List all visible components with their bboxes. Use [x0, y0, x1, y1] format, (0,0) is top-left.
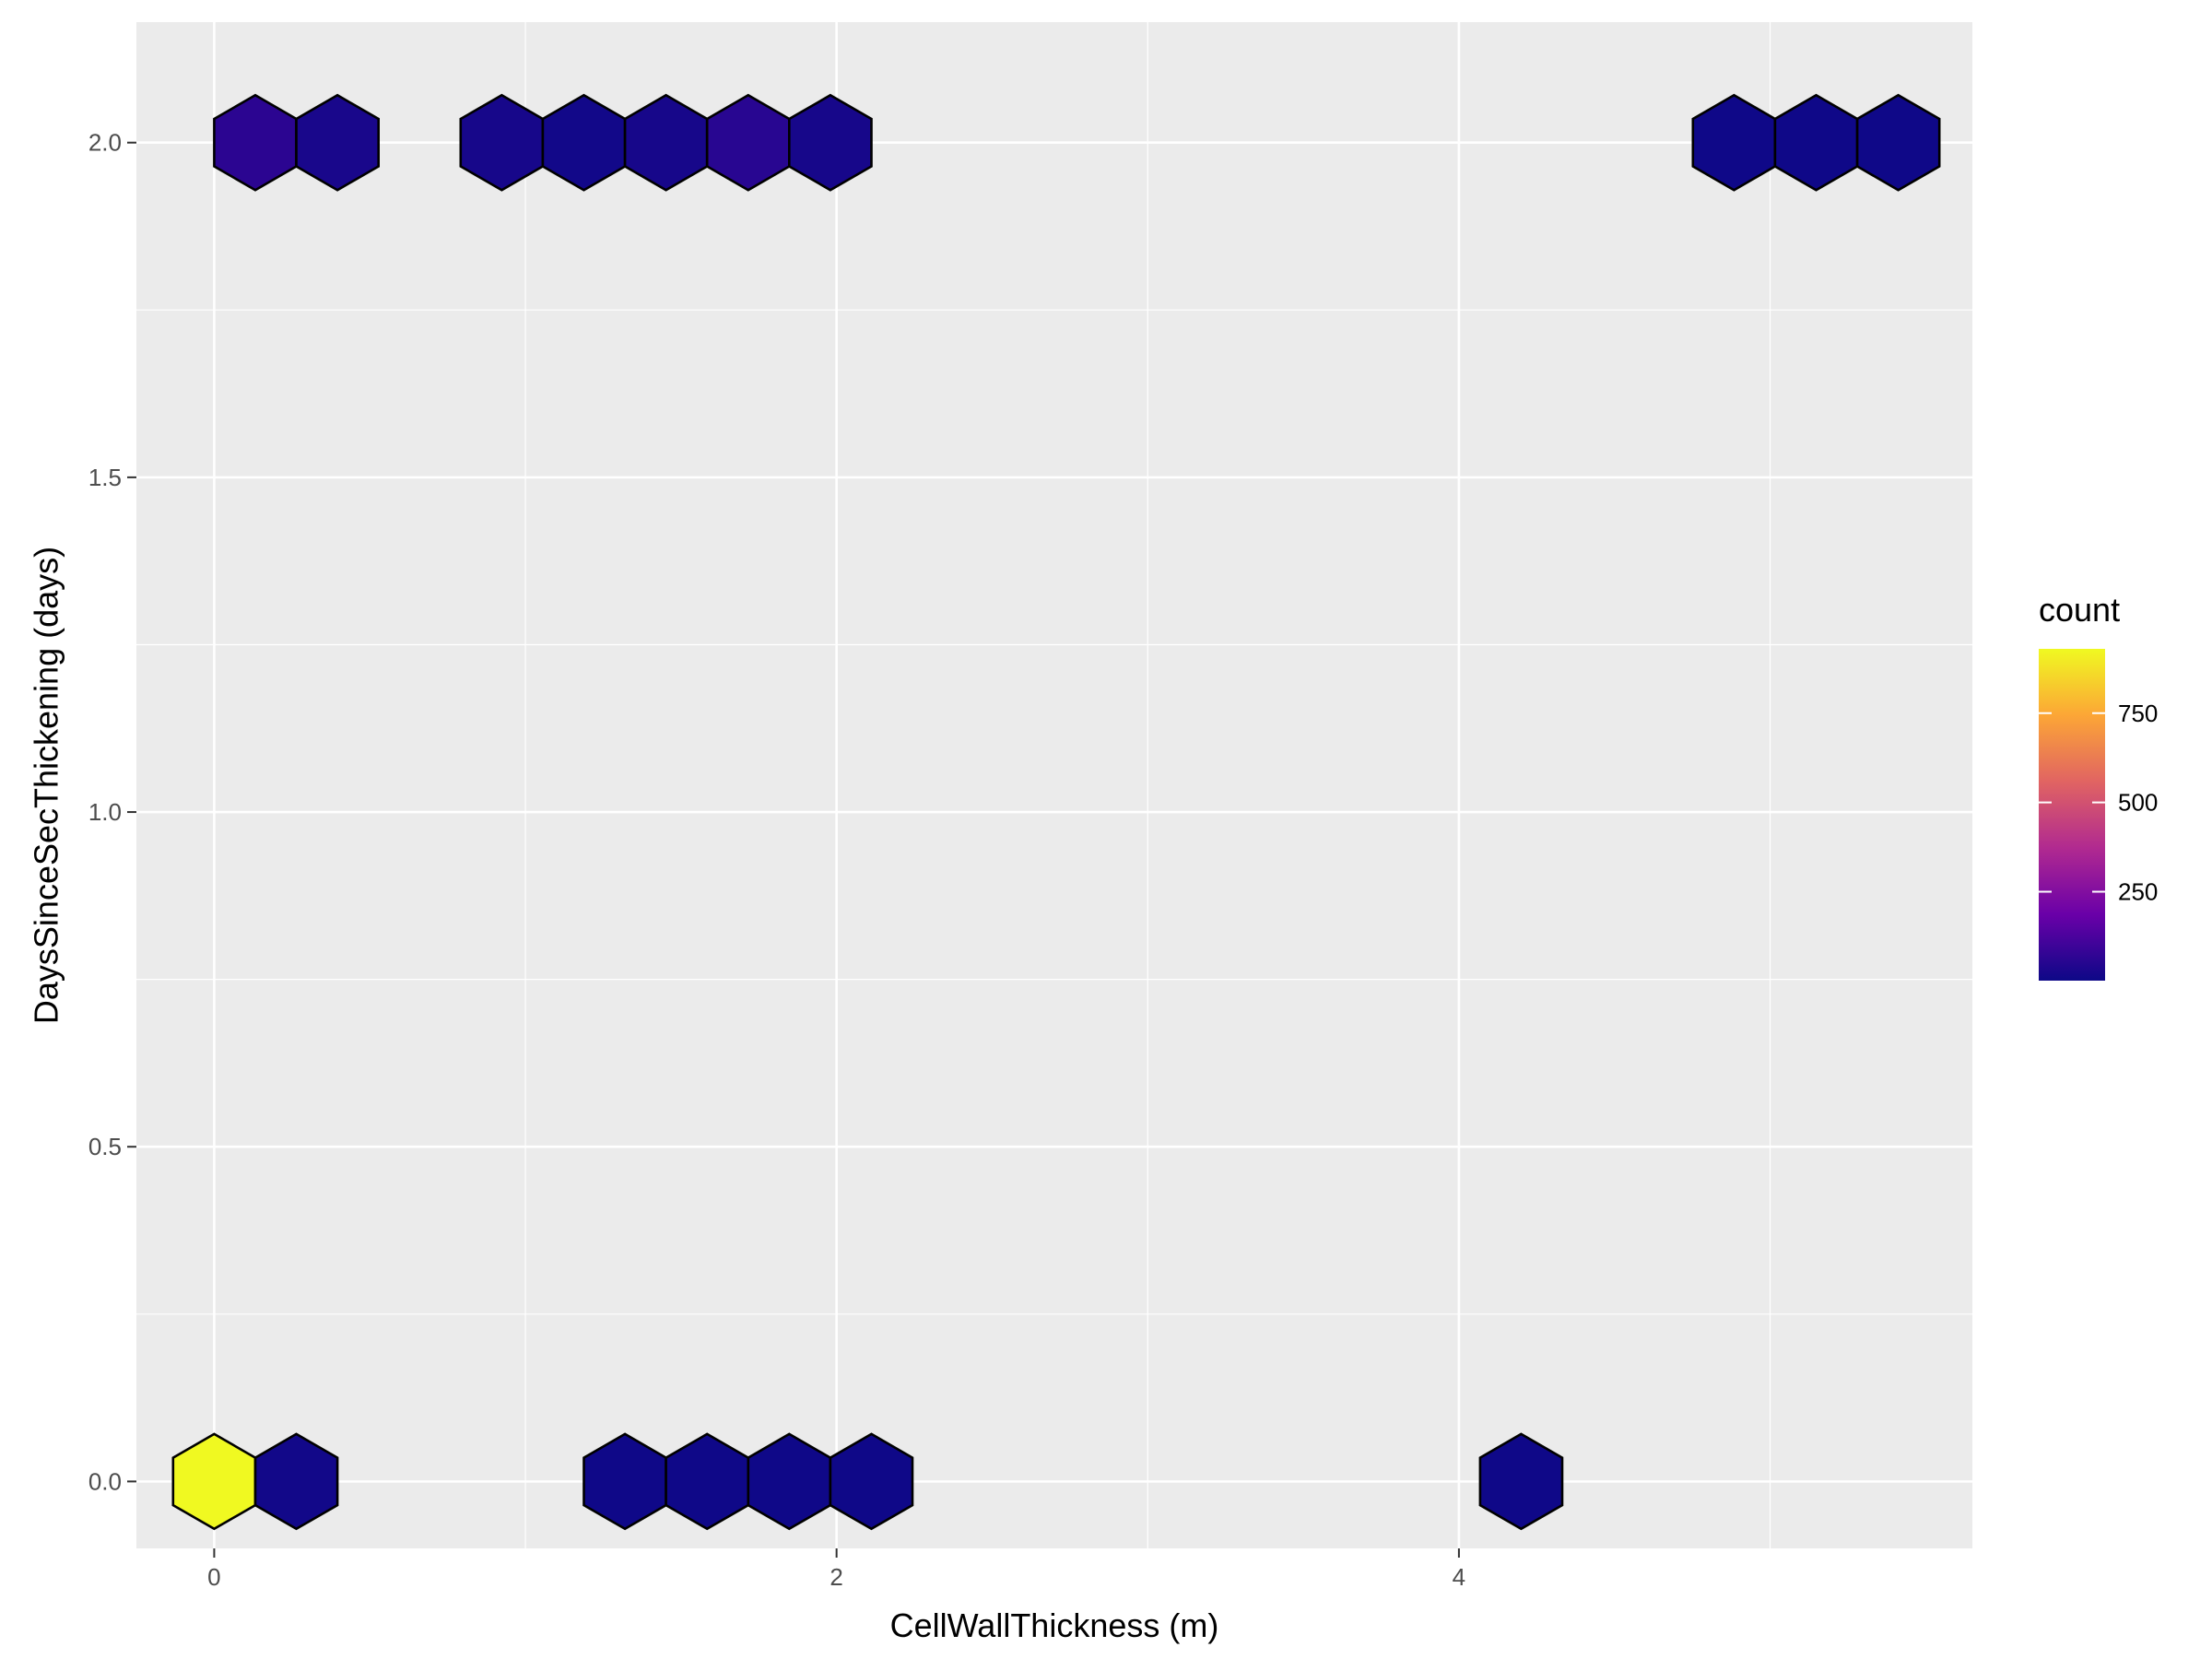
x-tick-label: 4	[1453, 1563, 1465, 1591]
grid-minor	[136, 22, 1972, 1548]
y-axis: 0.0 0.5 1.0 1.5 2.0	[88, 129, 136, 1495]
hex-bins	[171, 93, 1941, 1531]
legend-ticks: 250 500 750	[2039, 700, 2158, 906]
y-axis-title: DaysSinceSecThickening (days)	[28, 547, 65, 1024]
y-tick-label: 0.5	[88, 1133, 122, 1160]
hex-bin	[295, 93, 381, 192]
y-tick-label: 2.0	[88, 129, 122, 157]
legend-title: count	[2039, 591, 2120, 629]
legend-tick-label: 250	[2118, 878, 2158, 906]
legend-colorbar	[2039, 649, 2105, 981]
x-axis: 0 2 4	[207, 1548, 1465, 1591]
hex-bin	[1478, 1432, 1564, 1531]
legend-tick-label: 750	[2118, 700, 2158, 727]
y-tick-label: 0.0	[88, 1467, 122, 1495]
hex-bin	[253, 1432, 339, 1531]
plot-panel	[136, 22, 1972, 1548]
x-tick-label: 0	[207, 1563, 220, 1591]
grid-major	[136, 22, 1972, 1548]
hex-bin	[787, 93, 873, 192]
hex-bin	[1855, 93, 1941, 192]
x-tick-label: 2	[830, 1563, 842, 1591]
x-axis-title: CellWallThickness (m)	[890, 1606, 1219, 1644]
hex-bin	[829, 1432, 914, 1531]
y-tick-label: 1.5	[88, 464, 122, 491]
color-legend: count 250 500 750	[2039, 591, 2158, 981]
legend-tick-label: 500	[2118, 789, 2158, 817]
y-tick-label: 1.0	[88, 798, 122, 826]
